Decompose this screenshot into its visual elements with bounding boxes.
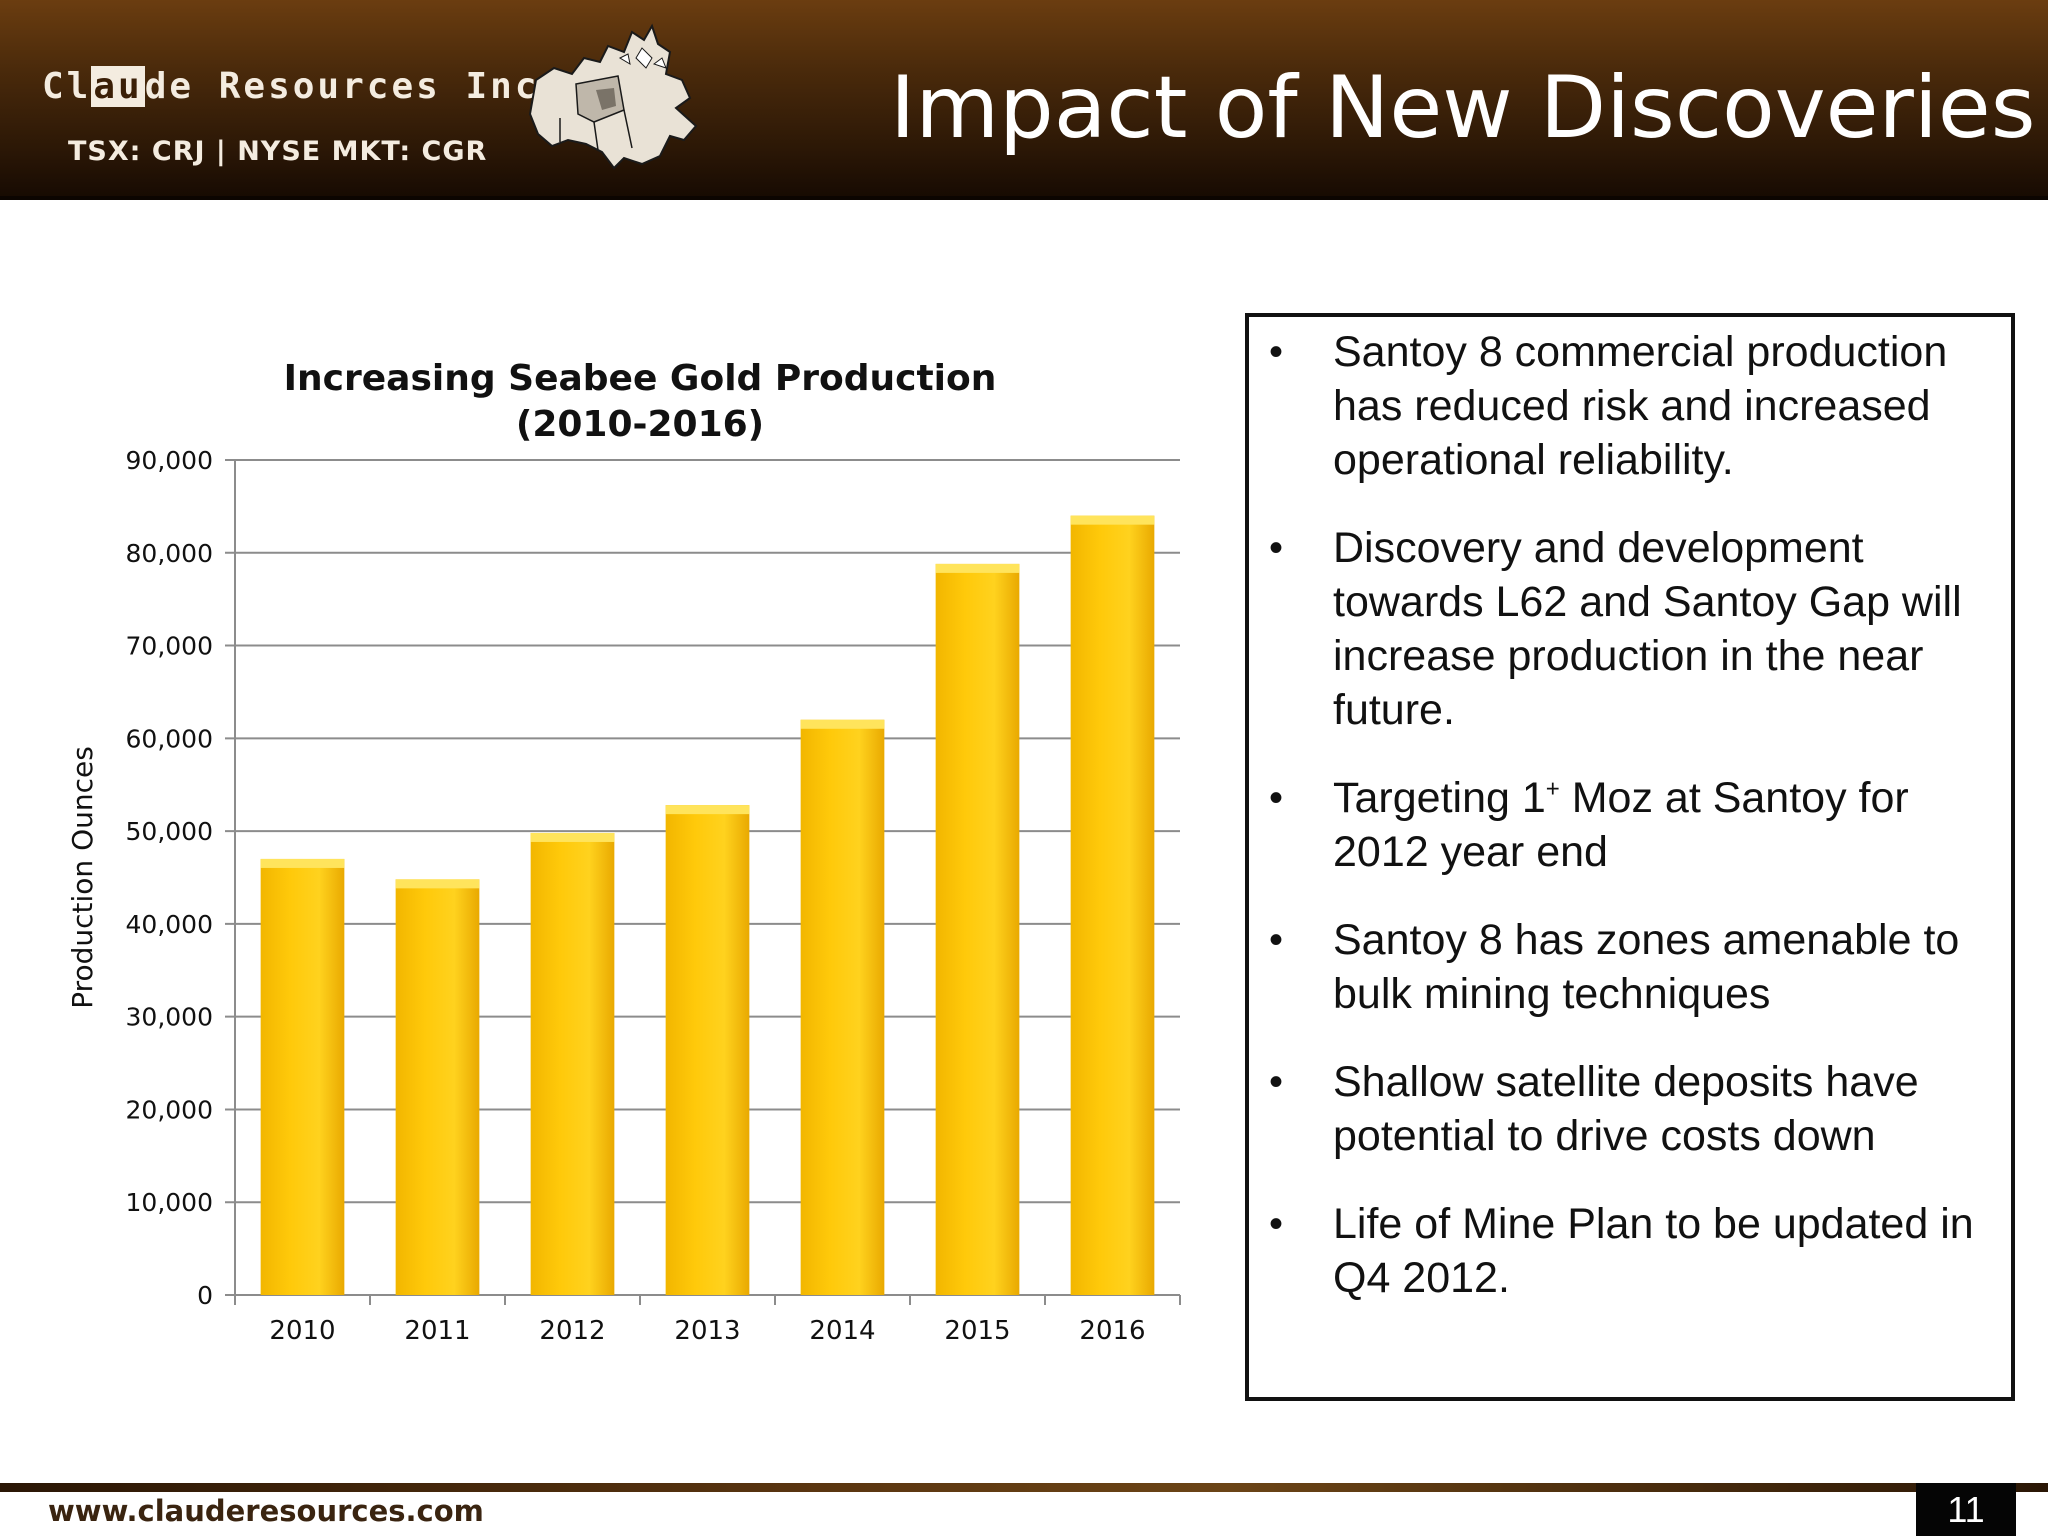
bar-top-highlight xyxy=(260,858,345,868)
bar-top-highlight xyxy=(395,879,480,889)
bullet-item: • Santoy 8 commercial production has redu… xyxy=(1249,325,1995,487)
bullet-text: Targeting 1+ Moz at Santoy for 2012 year… xyxy=(1333,774,1909,876)
bullet-dot-icon: • xyxy=(1269,776,1284,820)
bullet-dot-icon: • xyxy=(1269,1202,1284,1246)
y-tick-label: 20,000 xyxy=(126,1095,213,1124)
page-number: 11 xyxy=(1947,1489,1985,1530)
y-tick-label: 70,000 xyxy=(126,632,213,661)
bullet-item: • Life of Mine Plan to be updated in Q4 2… xyxy=(1249,1197,1995,1305)
x-tick-label: 2010 xyxy=(269,1316,335,1346)
x-tick-label: 2016 xyxy=(1079,1316,1145,1346)
key-points-list: • Santoy 8 commercial production has redu… xyxy=(1249,317,2011,1305)
bar xyxy=(800,719,885,1295)
bar xyxy=(530,832,615,1295)
header-band: Claude Resources Inc. TSX: CRJ | NYSE MK… xyxy=(0,0,2048,200)
bullet-text: Shallow satellite deposits have potentia… xyxy=(1333,1058,1919,1160)
y-tick-label: 60,000 xyxy=(126,724,213,753)
y-tick-label: 40,000 xyxy=(126,910,213,939)
footer-rule xyxy=(0,1483,2048,1492)
bullet-item: • Shallow satellite deposits have potenti… xyxy=(1249,1055,1995,1163)
x-tick-label: 2011 xyxy=(404,1316,470,1346)
canada-map-icon xyxy=(528,23,698,170)
y-tick-label: 30,000 xyxy=(126,1003,213,1032)
bullet-dot-icon: • xyxy=(1269,1060,1284,1104)
bullet-dot-icon: • xyxy=(1269,526,1284,570)
page-number-box: 11 xyxy=(1916,1483,2016,1536)
bullet-text: Life of Mine Plan to be updated in Q4 20… xyxy=(1333,1200,1974,1302)
bar-top-highlight xyxy=(1070,515,1155,525)
bar xyxy=(935,563,1020,1295)
x-tick-label: 2012 xyxy=(539,1316,605,1346)
company-logo: Claude Resources Inc. xyxy=(42,66,565,107)
bar xyxy=(395,879,480,1295)
x-tick-label: 2015 xyxy=(944,1316,1010,1346)
bullet-item: • Discovery and development towards L62 a… xyxy=(1249,521,1995,737)
x-tick-label: 2014 xyxy=(809,1316,875,1346)
bar xyxy=(260,858,345,1295)
ticker-symbols: TSX: CRJ | NYSE MKT: CGR xyxy=(68,136,488,167)
bullet-item: • Santoy 8 has zones amenable to bulk min… xyxy=(1249,913,1995,1021)
bullet-dot-icon: • xyxy=(1269,918,1284,962)
y-axis-label: Production Ounces xyxy=(66,746,99,1009)
y-tick-label: 50,000 xyxy=(126,817,213,846)
chart-title-line-1: Increasing Seabee Gold Production xyxy=(283,358,997,399)
bar xyxy=(665,805,750,1295)
y-tick-label: 10,000 xyxy=(126,1188,213,1217)
bar xyxy=(1070,515,1155,1295)
bullet-dot-icon: • xyxy=(1269,330,1284,374)
key-points-box: • Santoy 8 commercial production has redu… xyxy=(1245,313,2015,1401)
chart-title-line-2: (2010-2016) xyxy=(515,404,765,445)
production-bar-chart: 0 10,000 20,000 30,000 40,000 50,000 60,000 70,… xyxy=(66,446,1181,1346)
bullet-text: Santoy 8 commercial production has reduc… xyxy=(1333,328,1948,484)
chart-title: Increasing Seabee Gold Production (2010-… xyxy=(220,356,1060,448)
y-tick-label: 80,000 xyxy=(126,539,213,568)
bar-top-highlight xyxy=(800,719,885,729)
y-tick-label: 0 xyxy=(197,1281,213,1310)
bullet-text: Discovery and development towards L62 an… xyxy=(1333,524,1962,734)
website-link[interactable]: www.clauderesources.com xyxy=(48,1494,484,1528)
slide-title: Impact of New Discoveries xyxy=(890,58,2036,158)
bullet-text: Santoy 8 has zones amenable to bulk mini… xyxy=(1333,916,1960,1018)
bar-top-highlight xyxy=(665,805,750,815)
y-tick-label: 90,000 xyxy=(126,446,213,475)
bar-top-highlight xyxy=(935,563,1020,573)
x-tick-label: 2013 xyxy=(674,1316,740,1346)
bullet-item: • Targeting 1+ Moz at Santoy for 2012 yea… xyxy=(1249,771,1995,879)
bar-top-highlight xyxy=(530,832,615,842)
